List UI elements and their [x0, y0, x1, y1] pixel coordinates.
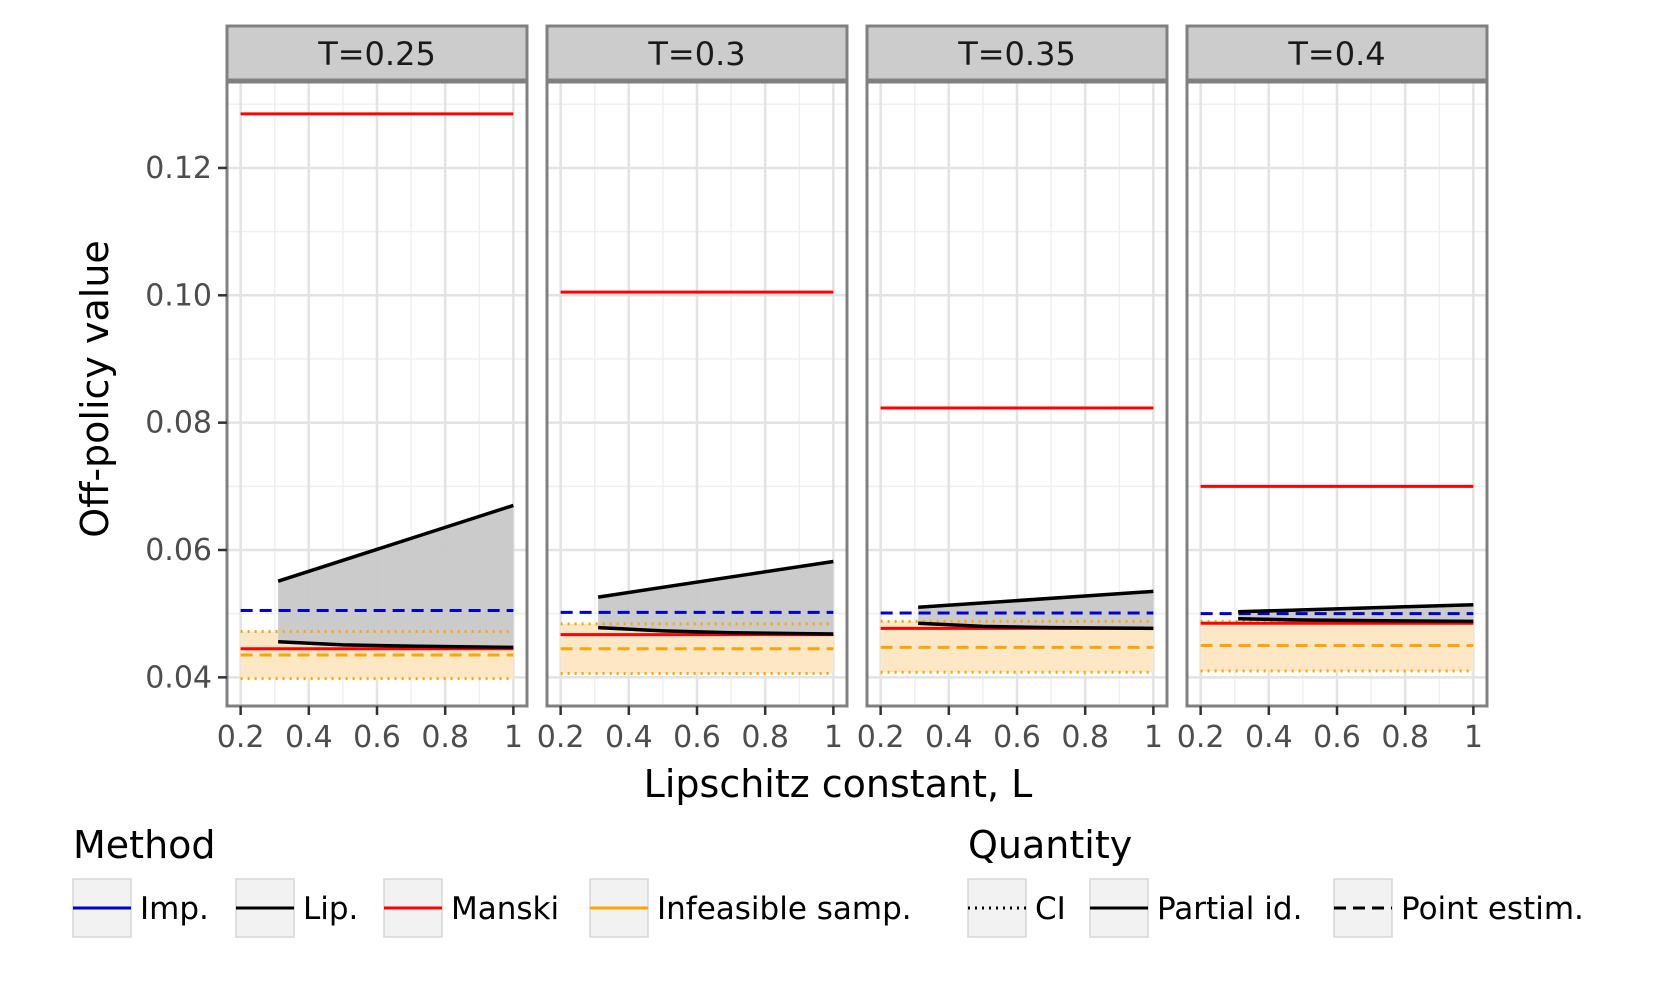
lipschitz-ribbon [918, 591, 1154, 629]
lipschitz-upper-line [277, 503, 514, 583]
facet-strip [545, 24, 849, 82]
x-tick-label: 0.2 [217, 720, 265, 755]
legend-method-item: Infeasible samp. [589, 878, 912, 938]
lipschitz-lower-line [278, 639, 514, 650]
x-tick-label: 0.8 [1381, 720, 1429, 755]
legend-label: Imp. [140, 891, 209, 927]
facet-panel-4: T=0.4 0.2 0.4 0.6 0.8 1 [1177, 24, 1489, 755]
facet-panel-3: T=0.35 0.2 0.4 0.6 0.8 1 [857, 24, 1169, 755]
x-tick-label: 0.8 [1061, 720, 1109, 755]
legend-label: CI [1035, 891, 1066, 927]
legend-method-title: Method [73, 823, 216, 867]
lipschitz-ribbon [598, 561, 834, 635]
y-tick-label: 0.12 [145, 151, 212, 186]
x-tick-label: 0.6 [673, 720, 721, 755]
lipschitz-lower-line [598, 625, 834, 636]
x-tick-label: 0.4 [605, 720, 653, 755]
facet-title: T=0.25 [317, 35, 436, 73]
legend-label: Manski [451, 891, 559, 927]
facet-title: T=0.35 [957, 35, 1076, 73]
lipschitz-lower-line [1238, 617, 1474, 624]
legend-quantity-item: CI [967, 878, 1066, 938]
facet-strip [1185, 24, 1489, 82]
x-tick-label: 0.4 [285, 720, 333, 755]
legend-label: Infeasible samp. [657, 891, 912, 927]
facet-title: T=0.3 [647, 35, 745, 73]
legend-quantity-item: Point estim. [1333, 878, 1584, 938]
x-tick-label: 0.6 [353, 720, 401, 755]
lipschitz-lower-line [918, 621, 1154, 631]
y-tick-label: 0.06 [145, 533, 212, 568]
legend-label: Partial id. [1157, 891, 1302, 927]
lipschitz-upper-line [597, 559, 834, 599]
x-tick-label: 0.2 [857, 720, 905, 755]
x-tick-label: 0.8 [421, 720, 469, 755]
x-tick-label: 0.2 [1177, 720, 1225, 755]
y-tick-label: 0.08 [145, 406, 212, 441]
facet-panel-1: T=0.25 0.2 0.4 0.6 0.8 1 0.04 0.06 0.08 0.10 0.12 [145, 24, 529, 755]
x-tick-label: 1 [1144, 720, 1163, 755]
x-tick-label: 1 [1464, 720, 1483, 755]
lipschitz-upper-line [1238, 603, 1474, 614]
x-axis-title: Lipschitz constant, L [644, 762, 1033, 806]
legend-label: Lip. [303, 891, 358, 927]
y-tick-label: 0.04 [145, 660, 212, 695]
lipschitz-upper-line [918, 589, 1154, 610]
x-tick-label: 1 [824, 720, 843, 755]
legend-method-item: Manski [383, 878, 559, 938]
legend-quantity-item: Partial id. [1089, 878, 1302, 938]
legend-label: Point estim. [1401, 891, 1584, 927]
x-tick-label: 0.2 [537, 720, 585, 755]
x-tick-label: 0.6 [1313, 720, 1361, 755]
legend-method-item: Imp. [72, 878, 209, 938]
x-tick-label: 1 [504, 720, 523, 755]
facet-title: T=0.4 [1287, 35, 1385, 73]
x-tick-label: 0.4 [1245, 720, 1293, 755]
y-tick-label: 0.10 [145, 278, 212, 313]
facet-strip [865, 24, 1169, 82]
x-tick-label: 0.4 [925, 720, 973, 755]
y-axis-title: Off-policy value [73, 240, 117, 538]
legend-method-item: Lip. [235, 878, 358, 938]
legend-quantity-title: Quantity [968, 823, 1132, 867]
x-tick-label: 0.6 [993, 720, 1041, 755]
x-tick-label: 0.8 [741, 720, 789, 755]
facet-strip [225, 24, 529, 82]
facet-panel-2: T=0.3 0.2 0.4 0.6 0.8 1 [537, 24, 849, 755]
